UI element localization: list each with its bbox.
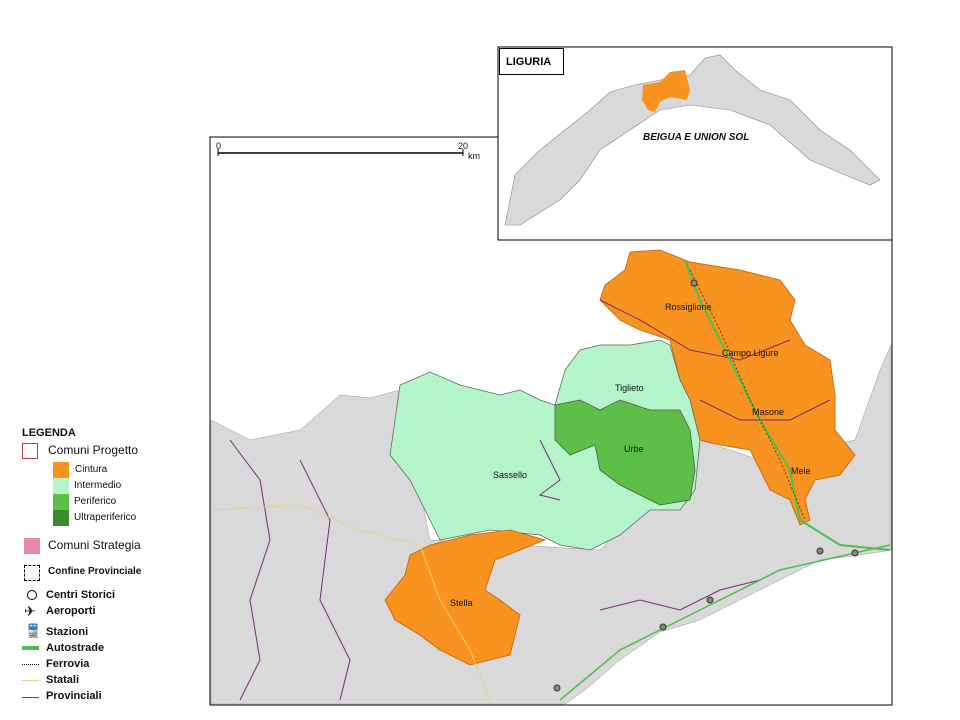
circle-icon	[27, 590, 37, 600]
legend-autostrade: Autostrade	[46, 642, 105, 654]
legend-class: Intermedio	[74, 480, 122, 491]
scale-end: 20	[458, 141, 469, 151]
region-cintura-north	[599, 249, 856, 526]
scale-bar	[217, 149, 464, 156]
statali-swatch	[22, 680, 39, 681]
legend-class: Periferico	[74, 496, 117, 507]
cintura-swatch	[53, 462, 69, 478]
comuni-progetto-swatch	[22, 443, 38, 459]
coast-autostrade	[559, 544, 891, 701]
train-icon: 🚆	[25, 623, 42, 638]
legend-provinciali: Provinciali	[46, 690, 102, 702]
stazioni-markers	[553, 279, 859, 692]
airplane-icon: ✈	[24, 603, 36, 619]
legend-class: Ultraperiferico	[74, 512, 137, 523]
ferrovia-line	[689, 269, 806, 521]
legend-statali: Statali	[46, 674, 80, 686]
place-label: Campo Ligure	[722, 348, 779, 358]
place-label: Urbe	[624, 444, 644, 454]
confine-swatch	[24, 565, 40, 581]
region-periferico	[554, 399, 696, 506]
inset-liguria	[504, 54, 881, 226]
ferrovia-swatch	[22, 664, 39, 665]
scale-unit: km	[468, 151, 480, 161]
legend-class: Cintura	[75, 464, 108, 475]
inset-project-area	[642, 70, 690, 112]
legend-ferrovia: Ferrovia	[46, 658, 90, 670]
intermedio-swatch	[53, 478, 69, 494]
legend-title: LEGENDA	[22, 427, 76, 439]
legend-centri: Centri Storici	[46, 589, 116, 601]
scale-start: 0	[216, 141, 222, 151]
region-intermedio	[389, 339, 701, 551]
comuni-strategia-swatch	[24, 538, 40, 554]
provinciali-roads	[229, 299, 831, 701]
ultraperiferico-swatch	[53, 510, 69, 526]
place-label: Tiglieto	[615, 383, 644, 393]
place-label: Sassello	[493, 470, 528, 480]
autostrade-swatch	[22, 646, 39, 650]
legend-comuni-strategia: Comuni Strategia	[48, 538, 141, 552]
place-label: Stella	[450, 598, 473, 608]
region-cintura-stella	[384, 529, 547, 666]
autostrade-line	[684, 259, 891, 551]
place-label: Mele	[791, 466, 811, 476]
inset-area-label: BEIGUA E UNION SOL	[643, 132, 750, 143]
legend-aeroporti: Aeroporti	[46, 605, 96, 617]
inset-title: LIGURIA	[499, 48, 564, 75]
periferico-swatch	[53, 494, 69, 510]
legend-stazioni: Stazioni	[46, 626, 89, 638]
land-background	[210, 344, 892, 705]
statali-road	[214, 504, 491, 701]
legend-confine: Confine Provinciale	[48, 566, 142, 577]
legend-comuni-progetto: Comuni Progetto	[48, 443, 139, 457]
provinciali-swatch	[22, 697, 39, 698]
place-label: Rossiglione	[665, 302, 712, 312]
place-label: Masone	[752, 407, 785, 417]
